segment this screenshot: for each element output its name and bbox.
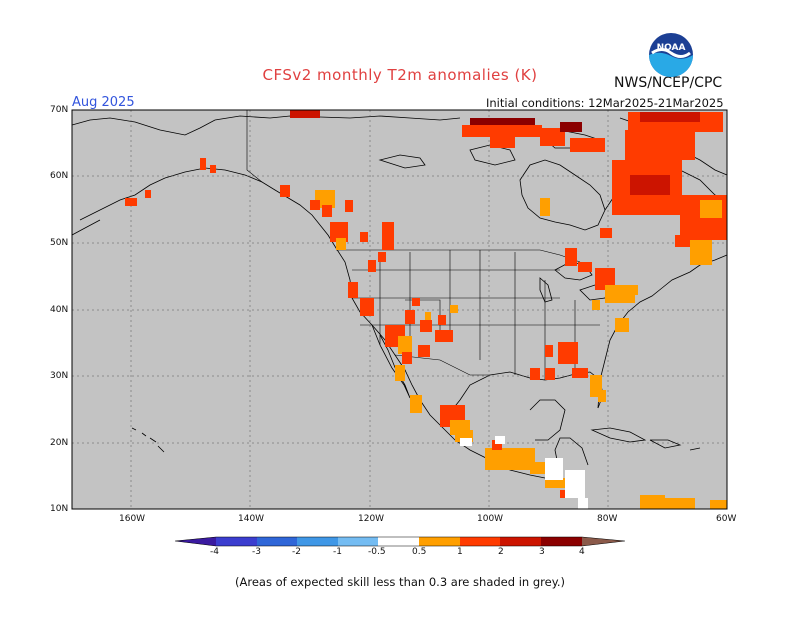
colorbar-tick: -0.5 bbox=[368, 547, 386, 557]
chart-title: CFSv2 monthly T2m anomalies (K) bbox=[262, 66, 538, 84]
lon-label: 60W bbox=[716, 514, 737, 524]
lat-label: 60N bbox=[50, 171, 69, 181]
colorbar-segment bbox=[216, 537, 257, 546]
lat-label: 40N bbox=[50, 305, 69, 315]
colorbar-tick: -4 bbox=[210, 547, 219, 557]
colorbar-segment bbox=[541, 537, 582, 546]
colorbar-tick: 3 bbox=[539, 547, 545, 557]
lon-label: 120W bbox=[358, 514, 385, 524]
colorbar-segment bbox=[419, 537, 460, 546]
colorbar-segment bbox=[338, 537, 378, 546]
colorbar-tick: -1 bbox=[333, 547, 342, 557]
lon-label: 140W bbox=[238, 514, 265, 524]
colorbar-segment bbox=[378, 537, 419, 546]
agency-label: NWS/NCEP/CPC bbox=[614, 75, 723, 91]
lon-label: 80W bbox=[597, 514, 618, 524]
colorbar-tick: 2 bbox=[498, 547, 504, 557]
colorbar-end-high bbox=[582, 537, 625, 546]
colorbar-tick: 1 bbox=[457, 547, 463, 557]
lat-label: 70N bbox=[50, 105, 69, 115]
colorbar-tick: 4 bbox=[579, 547, 585, 557]
lat-label: 10N bbox=[50, 504, 69, 514]
colorbar-end-low bbox=[175, 537, 216, 546]
colorbar-segment bbox=[500, 537, 541, 546]
map-frame bbox=[71, 109, 728, 510]
noaa-logo: NOAA bbox=[649, 33, 693, 77]
forecast-month: Aug 2025 bbox=[72, 95, 135, 110]
noaa-logo-text: NOAA bbox=[657, 43, 686, 53]
initial-conditions: Initial conditions: 12Mar2025-21Mar2025 bbox=[486, 96, 724, 110]
colorbar-segment bbox=[460, 537, 500, 546]
lon-label: 100W bbox=[477, 514, 504, 524]
footnote: (Areas of expected skill less than 0.3 a… bbox=[235, 575, 565, 589]
anomaly-patches bbox=[125, 110, 727, 509]
lat-label: 20N bbox=[50, 438, 69, 448]
lon-label: 160W bbox=[119, 514, 146, 524]
lat-label: 50N bbox=[50, 238, 69, 248]
colorbar-outline bbox=[174, 536, 626, 547]
colorbar-segment bbox=[297, 537, 338, 546]
colorbar-tick: -2 bbox=[292, 547, 301, 557]
colorbar-segment bbox=[257, 537, 297, 546]
colorbar-tick: 0.5 bbox=[412, 547, 427, 557]
colorbar-segments bbox=[174, 536, 626, 547]
lat-label: 30N bbox=[50, 371, 69, 381]
colorbar-tick: -3 bbox=[252, 547, 261, 557]
